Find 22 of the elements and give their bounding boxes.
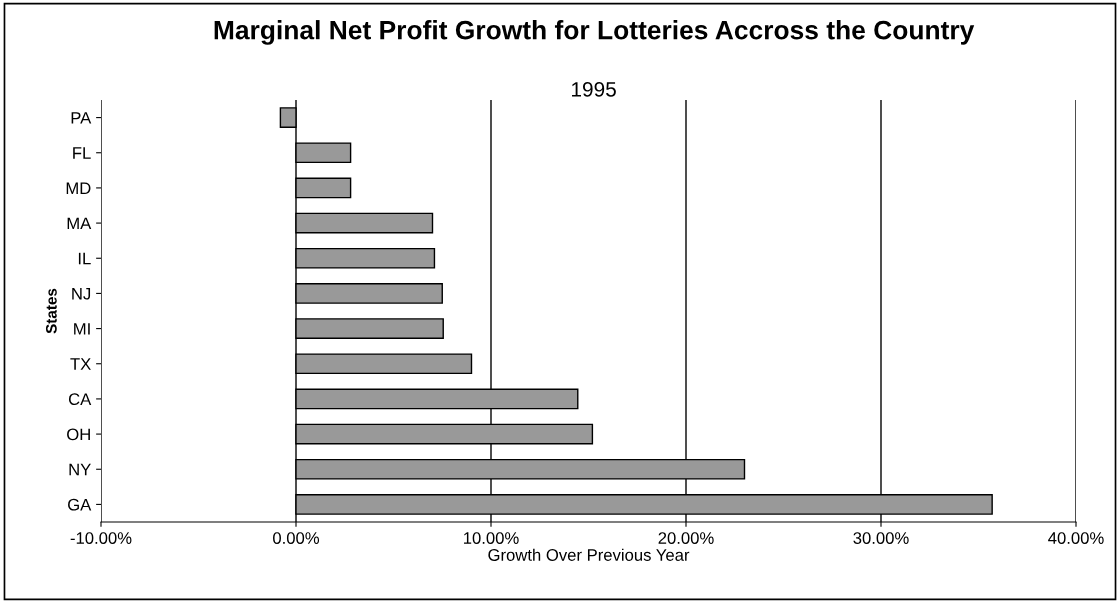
y-tick-label: NJ [72,287,91,300]
x-tick-label: 30.00% [853,532,909,544]
y-tick-label: FL [73,147,91,159]
y-tick-label: MA [67,217,92,230]
y-tick-label: OH [67,428,90,441]
y-tick-label: IL [78,252,91,265]
y-tick-label: GA [68,498,92,511]
chart-title: Marginal Net Profit Growth for Lotteries Accross the Country [214,20,975,45]
x-axis-title: Growth Over Previous Year [488,548,690,561]
y-tick-label: TX [70,358,91,370]
chart-subtitle: 1995 [572,81,616,97]
y-tick-label: CA [68,393,92,406]
y-tick-label: MD [66,182,91,194]
x-tick-label: -10.00% [70,532,132,544]
x-tick-label: 20.00% [658,532,714,544]
x-tick-label: 40.00% [1048,532,1104,544]
y-tick-label: MI [74,323,90,335]
y-tick-label: NY [69,463,91,476]
x-tick-label: 10.00% [464,532,519,544]
y-axis-title: States [45,288,57,334]
x-tick-label: 0.00% [273,532,320,544]
y-tick-label: PA [71,112,92,124]
